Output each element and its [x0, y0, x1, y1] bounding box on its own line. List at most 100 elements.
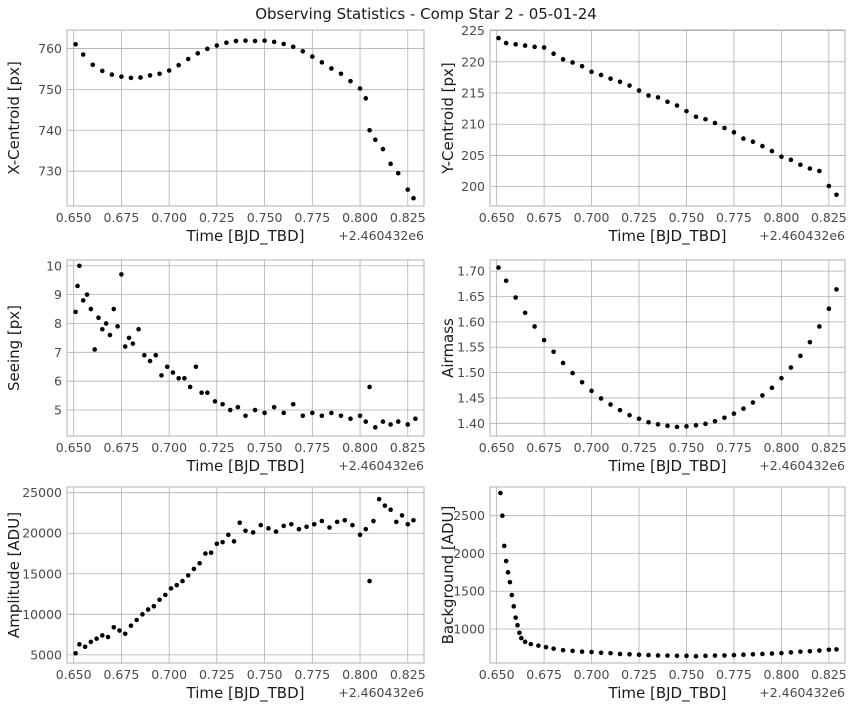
data-point — [646, 652, 651, 658]
x-tick-label: 0.700 — [574, 210, 610, 225]
data-point — [243, 413, 248, 419]
data-point — [373, 425, 378, 430]
data-point — [243, 38, 248, 43]
data-point — [627, 652, 632, 657]
x-tick-label: 0.800 — [342, 210, 378, 225]
data-point — [608, 650, 613, 656]
data-point — [703, 421, 708, 427]
data-point — [826, 306, 832, 311]
data-point — [290, 44, 296, 50]
y-tick-label: 8 — [54, 316, 62, 331]
x-tick-label: 0.725 — [621, 667, 657, 682]
data-point — [509, 592, 515, 598]
x-tick-label: 0.825 — [811, 667, 847, 682]
data-point — [674, 103, 680, 108]
data-point — [503, 558, 509, 564]
y-tick-label: 1.55 — [457, 340, 485, 355]
data-point — [684, 424, 689, 429]
data-point — [807, 339, 813, 345]
data-point — [84, 292, 90, 297]
data-point — [589, 69, 594, 75]
data-point — [363, 526, 369, 532]
x-axis-label: Time [BJD_TBD] — [186, 227, 305, 246]
data-point — [212, 399, 218, 404]
data-point — [185, 56, 191, 62]
data-point — [176, 376, 181, 381]
data-point — [174, 582, 180, 588]
x-tick-label: 0.750 — [669, 210, 705, 225]
data-point — [684, 108, 689, 114]
data-point — [100, 633, 105, 638]
data-point — [103, 321, 109, 326]
data-point — [107, 332, 113, 338]
data-point — [598, 650, 604, 656]
data-point — [560, 57, 566, 62]
data-point — [329, 410, 334, 416]
data-point — [750, 400, 756, 405]
data-point — [311, 522, 317, 527]
y-tick-label: 6 — [54, 374, 62, 389]
data-point — [119, 272, 124, 277]
data-point — [290, 401, 296, 407]
data-point — [94, 636, 99, 641]
data-point — [503, 278, 509, 284]
data-point — [665, 423, 670, 429]
data-point — [296, 526, 302, 532]
data-point — [117, 628, 122, 633]
data-point — [187, 384, 193, 390]
x-tick-label: 0.675 — [526, 440, 562, 455]
data-point — [214, 43, 220, 48]
x-tick-label: 0.650 — [479, 440, 515, 455]
x-tick-label: 0.750 — [669, 440, 705, 455]
y-tick-label: 750 — [38, 82, 62, 97]
y-tick-label: 1.40 — [457, 416, 485, 431]
data-point — [617, 79, 623, 85]
data-point — [722, 415, 727, 421]
x-tick-label: 0.675 — [526, 667, 562, 682]
data-point — [513, 42, 518, 47]
data-point — [655, 422, 661, 427]
data-point — [617, 407, 623, 413]
x-tick-label: 0.650 — [56, 440, 92, 455]
y-tick-label: 1.65 — [457, 289, 485, 304]
data-point — [760, 143, 765, 149]
data-point — [220, 401, 225, 407]
data-point — [712, 653, 718, 658]
data-point — [75, 283, 80, 289]
data-point — [741, 652, 746, 657]
data-point — [100, 68, 105, 74]
data-point — [608, 76, 613, 81]
y-axis-label: Seeing [px] — [5, 305, 23, 391]
data-point — [536, 643, 541, 648]
data-point — [388, 507, 393, 513]
y-tick-label: 5000 — [30, 647, 62, 662]
data-point — [136, 326, 141, 332]
data-point — [528, 641, 534, 647]
x-tick-label: 0.775 — [294, 440, 330, 455]
data-point — [168, 586, 174, 591]
plot-frame — [489, 486, 846, 664]
data-point — [77, 263, 82, 269]
data-point — [80, 52, 86, 57]
seeing-px-panel: 0.650 0.675 0.700 0.725 0.750 0.775 0.800 0.825… — [5, 258, 426, 476]
data-point — [170, 370, 176, 375]
data-point — [357, 413, 363, 419]
data-point — [674, 424, 680, 430]
data-point — [560, 647, 566, 653]
data-point — [338, 413, 344, 419]
x-tick-label: 0.700 — [574, 667, 610, 682]
x-axis-label: Time [BJD_TBD] — [608, 457, 727, 476]
y-tick-label: 200 — [461, 179, 485, 194]
data-point — [185, 573, 191, 578]
data-point — [394, 519, 399, 525]
data-point — [693, 423, 699, 428]
data-point — [513, 295, 518, 300]
data-point — [684, 653, 689, 659]
data-point — [522, 310, 528, 316]
data-point — [532, 44, 537, 50]
data-point — [712, 418, 718, 424]
data-point — [817, 168, 822, 174]
data-point — [126, 335, 132, 341]
data-point — [627, 412, 632, 418]
